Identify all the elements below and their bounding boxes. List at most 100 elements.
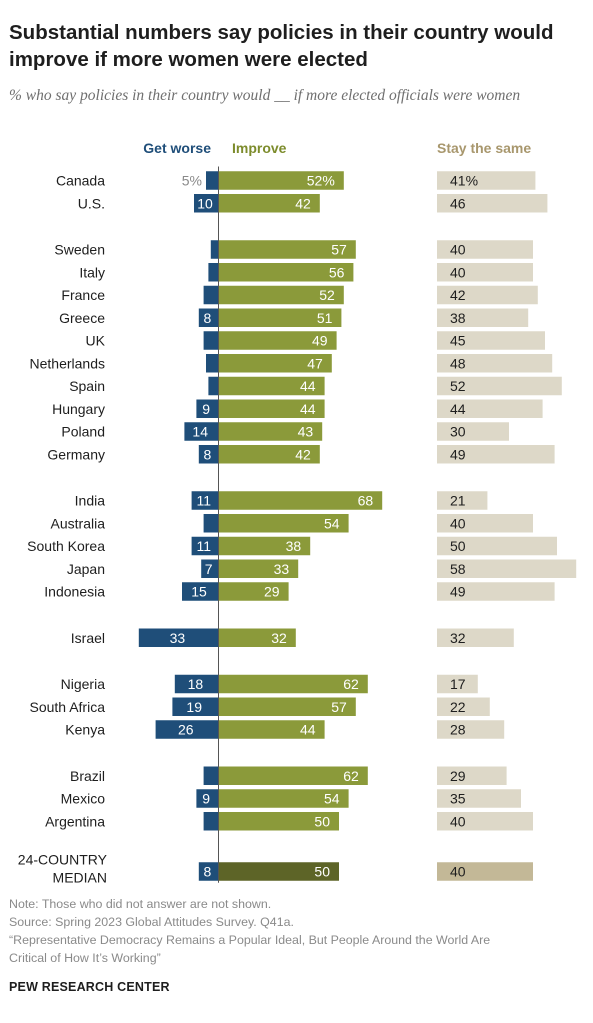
bar-improve-israel bbox=[219, 628, 296, 647]
row-label-south-korea: South Korea bbox=[27, 538, 105, 554]
value-stay-the-same-uk: 45 bbox=[450, 333, 466, 349]
value-improve-kenya: 44 bbox=[300, 722, 316, 738]
bar-get-worse-24-country-median bbox=[198, 862, 218, 881]
header-get-worse: Get worse bbox=[143, 140, 211, 156]
bar-stay-the-same-u-s bbox=[437, 194, 548, 213]
footer-source: Source: Spring 2023 Global Attitudes Sur… bbox=[9, 915, 294, 929]
chart-title: Substantial numbers say policies in thei… bbox=[9, 21, 554, 71]
value-stay-the-same-south-africa: 22 bbox=[450, 699, 466, 715]
bar-stay-the-same-kenya bbox=[437, 720, 505, 739]
value-stay-the-same-south-korea: 50 bbox=[450, 538, 466, 554]
value-improve-germany: 42 bbox=[295, 446, 311, 462]
brand-logo-text: PEW RESEARCH CENTER bbox=[9, 980, 170, 994]
bar-improve-italy bbox=[219, 263, 354, 282]
value-stay-the-same-sweden: 40 bbox=[450, 242, 466, 258]
bar-get-worse-spain bbox=[208, 376, 218, 396]
bar-get-worse-argentina bbox=[203, 812, 218, 831]
value-improve-indonesia: 29 bbox=[264, 584, 280, 600]
bar-stay-the-same-indonesia bbox=[437, 582, 555, 601]
bar-get-worse-indonesia bbox=[182, 582, 218, 601]
bar-stay-the-same-greece bbox=[437, 308, 529, 327]
value-improve-poland: 43 bbox=[298, 424, 314, 440]
value-get-worse-canada: 5% bbox=[182, 173, 202, 189]
footer: Note: Those who did not answer are not s… bbox=[9, 895, 584, 967]
bar-stay-the-same-uk bbox=[437, 331, 545, 350]
row-label-mexico: Mexico bbox=[61, 791, 106, 807]
value-stay-the-same-spain: 52 bbox=[450, 378, 466, 394]
header-improve: Improve bbox=[232, 140, 287, 156]
value-improve-india: 68 bbox=[358, 493, 374, 509]
value-improve-24-country-median: 50 bbox=[314, 864, 330, 880]
value-improve-u-s: 42 bbox=[295, 195, 311, 211]
value-improve-australia: 54 bbox=[324, 515, 340, 531]
value-get-worse-japan: 7 bbox=[205, 561, 213, 577]
row-label-germany: Germany bbox=[47, 446, 105, 462]
value-get-worse-poland: 14 bbox=[192, 424, 208, 440]
bar-improve-france bbox=[219, 285, 344, 305]
value-stay-the-same-24-country-median: 40 bbox=[450, 864, 466, 880]
value-improve-sweden: 57 bbox=[331, 242, 347, 258]
value-stay-the-same-brazil: 29 bbox=[450, 768, 466, 784]
bar-stay-the-same-australia bbox=[437, 514, 533, 533]
bar-stay-the-same-nigeria bbox=[437, 674, 478, 694]
bar-stay-the-same-spain bbox=[437, 376, 562, 396]
value-improve-south-korea: 38 bbox=[286, 538, 302, 554]
value-improve-argentina: 50 bbox=[314, 813, 330, 829]
row-label-indonesia: Indonesia bbox=[44, 584, 105, 600]
bar-get-worse-australia bbox=[203, 514, 218, 533]
bar-get-worse-south-africa bbox=[172, 697, 218, 716]
value-improve-france: 52 bbox=[319, 287, 335, 303]
bar-improve-argentina bbox=[219, 812, 339, 831]
row-label-sweden: Sweden bbox=[54, 242, 105, 258]
bar-improve-mexico bbox=[219, 789, 349, 808]
row-label-24-country-median-line1: 24-COUNTRY bbox=[18, 852, 108, 868]
bar-improve-u-s bbox=[219, 194, 320, 213]
bar-stay-the-same-argentina bbox=[437, 812, 533, 831]
value-stay-the-same-argentina: 40 bbox=[450, 813, 466, 829]
diverging-bar-chart: Get worse Improve Stay the same Canada 5% 52%… bbox=[18, 140, 577, 885]
bar-get-worse-hungary bbox=[196, 399, 218, 418]
bar-stay-the-same-south-korea bbox=[437, 536, 557, 556]
footer-report-title-line-1: “Representative Democracy Remains a Popu… bbox=[9, 933, 491, 947]
bar-get-worse-poland bbox=[184, 422, 218, 441]
value-get-worse-india: 11 bbox=[197, 493, 212, 509]
value-get-worse-mexico: 9 bbox=[202, 791, 210, 807]
row-label-india: India bbox=[75, 493, 106, 509]
bar-get-worse-mexico bbox=[196, 789, 218, 808]
bar-improve-canada bbox=[219, 171, 344, 190]
value-stay-the-same-israel: 32 bbox=[450, 630, 466, 646]
row-label-japan: Japan bbox=[67, 561, 105, 577]
footer-note: Note: Those who did not answer are not s… bbox=[9, 897, 272, 911]
bar-stay-the-same-israel bbox=[437, 628, 514, 647]
value-stay-the-same-india: 21 bbox=[450, 493, 466, 509]
value-stay-the-same-germany: 49 bbox=[450, 446, 466, 462]
value-get-worse-south-korea: 11 bbox=[197, 538, 212, 554]
value-improve-mexico: 54 bbox=[324, 791, 340, 807]
bar-improve-south-korea bbox=[219, 536, 311, 556]
value-get-worse-nigeria: 18 bbox=[188, 676, 204, 692]
row-label-south-africa: South Africa bbox=[30, 699, 106, 715]
value-stay-the-same-greece: 38 bbox=[450, 310, 466, 326]
bar-stay-the-same-japan bbox=[437, 559, 577, 578]
value-improve-nigeria: 62 bbox=[343, 676, 359, 692]
footer-report-title-line-2: Critical of How It’s Working” bbox=[9, 951, 161, 965]
bar-improve-japan bbox=[219, 559, 299, 578]
value-get-worse-kenya: 26 bbox=[178, 722, 194, 738]
bar-improve-australia bbox=[219, 514, 349, 533]
row-label-australia: Australia bbox=[51, 515, 106, 531]
bar-improve-germany bbox=[219, 445, 320, 464]
bar-stay-the-same-mexico bbox=[437, 789, 521, 808]
value-improve-uk: 49 bbox=[312, 333, 328, 349]
value-improve-israel: 32 bbox=[271, 630, 287, 646]
bar-stay-the-same-canada bbox=[437, 171, 536, 190]
bar-stay-the-same-24-country-median bbox=[437, 862, 533, 881]
row-label-nigeria: Nigeria bbox=[61, 676, 106, 692]
value-get-worse-south-africa: 19 bbox=[186, 699, 202, 715]
value-stay-the-same-canada: 41% bbox=[450, 173, 478, 189]
bar-get-worse-netherlands bbox=[206, 354, 218, 373]
bar-improve-brazil bbox=[219, 766, 368, 785]
value-improve-spain: 44 bbox=[300, 378, 316, 394]
value-stay-the-same-nigeria: 17 bbox=[450, 676, 466, 692]
bar-stay-the-same-france bbox=[437, 285, 538, 305]
row-label-hungary: Hungary bbox=[52, 401, 105, 417]
